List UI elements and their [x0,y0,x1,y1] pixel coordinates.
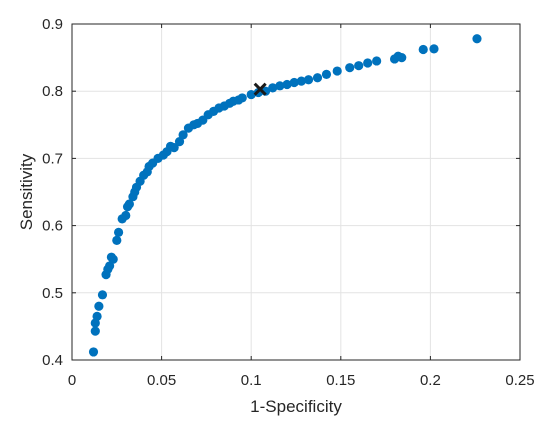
data-point [174,137,185,147]
data-point [289,77,299,88]
data-point [321,69,332,79]
data-point [296,76,306,86]
optimal-point-marker [253,82,267,96]
data-point [169,143,179,153]
axis-ticks: 0 0.05 0.1 0.15 0.2 0.25 0.4 0.5 0.6 0.7 0.8 0.9 [42,16,534,389]
x-marker-point [253,82,267,96]
y-tick-label: 0.5 [42,285,63,302]
data-point [372,56,382,66]
x-tick-label: 0.25 [505,372,534,389]
data-point [246,89,256,100]
data-point [282,79,292,90]
data-point [105,261,115,271]
data-point [178,130,188,140]
data-points [88,34,482,357]
y-tick-label: 0.7 [42,150,63,167]
data-point [429,44,439,54]
x-tick-label: 0.2 [420,372,441,389]
y-tick-label: 0.9 [42,16,63,33]
y-axis-label: Sensitivity [17,153,36,230]
x-axis-label: 1-Specificity [250,397,342,416]
y-tick-label: 0.6 [42,218,63,235]
x-tick-label: 0.1 [241,372,262,389]
x-tick-label: 0.15 [326,372,355,389]
data-point [312,73,323,83]
data-point [108,254,118,264]
data-point [112,235,122,245]
x-tick-label: 0.05 [147,372,176,389]
data-point [363,58,373,68]
y-tick-label: 0.8 [42,83,63,100]
data-point [97,290,108,300]
data-point [472,34,482,44]
data-point [121,210,131,221]
data-point [113,227,124,237]
data-point [354,61,364,71]
plot-frame [71,23,521,361]
data-point [345,63,355,73]
data-point [92,311,102,321]
data-point [332,66,342,76]
data-point [124,199,134,209]
data-point [237,93,247,103]
data-point [94,301,104,311]
grid-lines [72,24,520,360]
data-point [90,326,100,336]
data-point [397,53,407,63]
y-tick-label: 0.4 [42,352,63,369]
data-point [268,83,278,93]
data-point [303,75,314,85]
data-point [88,347,99,357]
data-point [418,44,428,55]
x-tick-label: 0 [68,372,76,389]
data-point [275,81,285,91]
